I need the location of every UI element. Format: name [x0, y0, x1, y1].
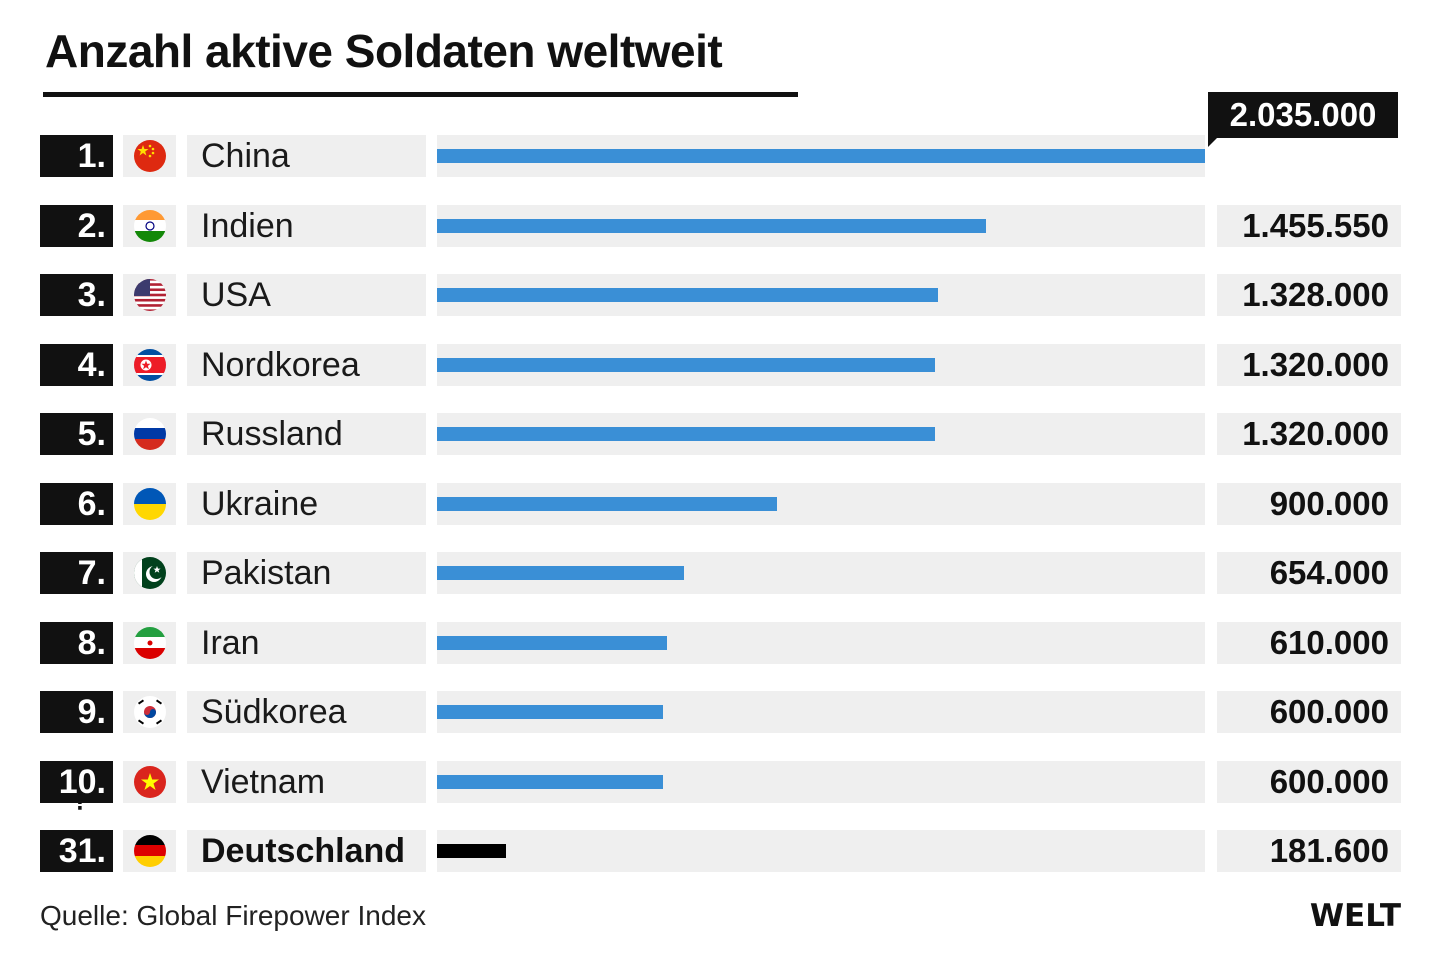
category-label: Südkorea	[187, 691, 426, 733]
value-label: 1.328.000	[1217, 274, 1401, 316]
flag-cell	[123, 135, 176, 177]
welt-logo: WELT	[1309, 898, 1401, 934]
title-underline	[43, 92, 798, 97]
flag-cell	[123, 830, 176, 872]
bar	[437, 497, 777, 511]
value-label: 610.000	[1217, 622, 1401, 664]
value-label: 1.455.550	[1217, 205, 1401, 247]
flag-cell	[123, 622, 176, 664]
value-label: 2.035.000	[1208, 92, 1398, 138]
north-korea-flag-icon	[134, 349, 166, 381]
rank-label: 7.	[40, 552, 113, 594]
vietnam-flag-icon	[134, 766, 166, 798]
bar	[437, 358, 935, 372]
bar-track	[437, 413, 1205, 455]
bar	[437, 219, 986, 233]
rank-label: 1.	[40, 135, 113, 177]
bar-track	[437, 622, 1205, 664]
usa-flag-icon	[134, 279, 166, 311]
source-note: Quelle: Global Firepower Index	[40, 900, 426, 931]
category-label: Vietnam	[187, 761, 426, 803]
bar	[437, 844, 506, 858]
category-label: Pakistan	[187, 552, 426, 594]
rank-label: 9.	[40, 691, 113, 733]
south-korea-flag-icon	[134, 696, 166, 728]
category-label: Iran	[187, 622, 426, 664]
flag-cell	[123, 691, 176, 733]
flag-cell	[123, 344, 176, 386]
bar-track	[437, 830, 1205, 872]
category-label: Indien	[187, 205, 426, 247]
value-label: 1.320.000	[1217, 344, 1401, 386]
category-label: Ukraine	[187, 483, 426, 525]
value-label: 654.000	[1217, 552, 1401, 594]
ellipsis-marker: ⋮	[70, 792, 90, 814]
bar-track	[437, 135, 1205, 177]
chart-title: Anzahl aktive Soldaten weltweit	[45, 25, 723, 77]
bar-track	[437, 344, 1205, 386]
rank-label: 2.	[40, 205, 113, 247]
value-label: 600.000	[1217, 691, 1401, 733]
value-label: 900.000	[1217, 483, 1401, 525]
bar	[437, 775, 663, 789]
flag-cell	[123, 552, 176, 594]
rank-label: 4.	[40, 344, 113, 386]
bar	[437, 149, 1205, 163]
bar	[437, 427, 935, 441]
flag-cell	[123, 483, 176, 525]
category-label: Russland	[187, 413, 426, 455]
india-flag-icon	[134, 210, 166, 242]
bar	[437, 636, 667, 650]
rank-label: 5.	[40, 413, 113, 455]
flag-cell	[123, 413, 176, 455]
iran-flag-icon	[134, 627, 166, 659]
bar-track	[437, 552, 1205, 594]
bar-track	[437, 483, 1205, 525]
rank-label: 8.	[40, 622, 113, 664]
value-label: 1.320.000	[1217, 413, 1401, 455]
russia-flag-icon	[134, 418, 166, 450]
value-label: 181.600	[1217, 830, 1401, 872]
bar-track	[437, 691, 1205, 733]
category-label: China	[187, 135, 426, 177]
ukraine-flag-icon	[134, 488, 166, 520]
bar	[437, 566, 684, 580]
rank-label: 6.	[40, 483, 113, 525]
bar	[437, 288, 938, 302]
rank-label: 10.	[40, 761, 113, 803]
flag-cell	[123, 205, 176, 247]
bar-track	[437, 205, 1205, 247]
value-label: 600.000	[1217, 761, 1401, 803]
rank-label: 3.	[40, 274, 113, 316]
bar	[437, 705, 663, 719]
china-flag-icon	[134, 140, 166, 172]
flag-cell	[123, 274, 176, 316]
germany-flag-icon	[134, 835, 166, 867]
bar-track	[437, 274, 1205, 316]
pakistan-flag-icon	[134, 557, 166, 589]
rank-label: 31.	[40, 830, 113, 872]
flag-cell	[123, 761, 176, 803]
callout-pointer	[1208, 136, 1219, 147]
category-label: Nordkorea	[187, 344, 426, 386]
category-label: Deutschland	[187, 830, 426, 872]
category-label: USA	[187, 274, 426, 316]
bar-track	[437, 761, 1205, 803]
